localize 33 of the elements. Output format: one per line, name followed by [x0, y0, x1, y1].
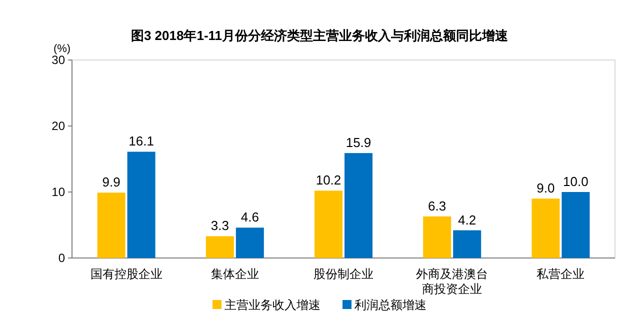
x-tick-label: 股份制企业	[314, 267, 374, 281]
y-axis-title: (%)	[53, 43, 71, 55]
data-label: 4.6	[240, 210, 259, 225]
bar	[206, 236, 234, 258]
data-label: 6.3	[428, 198, 446, 214]
bar	[127, 152, 156, 258]
y-tick-label: 0	[58, 251, 66, 265]
bar	[97, 192, 126, 258]
data-label: 10.0	[563, 174, 588, 189]
data-label: 4.2	[458, 212, 476, 228]
y-tick-label: 20	[52, 119, 66, 133]
legend-label: 利润总额增速	[354, 298, 426, 312]
data-label: 3.3	[210, 218, 229, 234]
data-label: 9.0	[536, 180, 555, 196]
x-tick-label: 私营企业	[536, 267, 585, 281]
bar	[314, 190, 342, 258]
legend-label: 主营业务收入增速	[224, 298, 320, 312]
y-tick-label: 30	[52, 53, 66, 67]
bar	[344, 153, 372, 258]
bar	[562, 192, 590, 258]
bar	[453, 230, 482, 258]
bar	[423, 216, 452, 258]
data-label: 10.2	[316, 172, 342, 188]
chart-title: 图3 2018年1-11月份分经济类型主营业务收入与利润总额同比增速	[130, 28, 510, 43]
x-tick-label: 集体企业	[210, 267, 259, 281]
data-label: 15.9	[346, 135, 372, 150]
bar	[236, 228, 264, 258]
y-tick-label: 10	[52, 185, 66, 199]
x-tick-label: 外商及港澳台商投资企业	[416, 267, 488, 296]
x-tick-label: 国有控股企业	[90, 267, 162, 281]
data-label: 9.9	[102, 174, 120, 190]
data-label: 16.1	[128, 134, 154, 149]
bar	[532, 198, 560, 258]
